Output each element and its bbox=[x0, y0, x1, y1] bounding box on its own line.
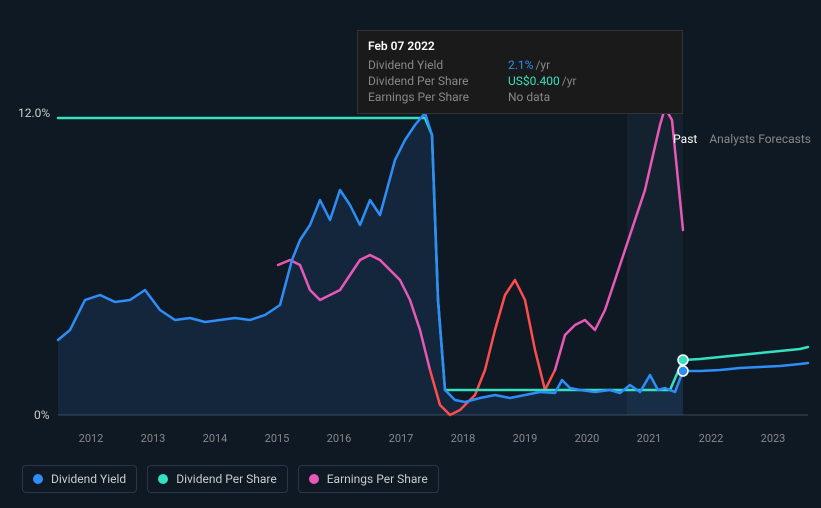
x-axis-tick: 2023 bbox=[761, 432, 786, 445]
legend-label: Earnings Per Share bbox=[327, 472, 428, 486]
legend-item[interactable]: Earnings Per Share bbox=[298, 465, 439, 493]
tooltip-date: Feb 07 2022 bbox=[368, 39, 672, 53]
x-axis-tick: 2020 bbox=[575, 432, 600, 445]
x-axis-tick: 2019 bbox=[513, 432, 538, 445]
legend-label: Dividend Per Share bbox=[176, 472, 277, 486]
y-axis-min-label: 0% bbox=[34, 408, 50, 422]
tooltip-metric-label: Earnings Per Share bbox=[368, 90, 508, 104]
x-axis-tick: 2012 bbox=[79, 432, 104, 445]
legend-dot-icon bbox=[309, 474, 319, 484]
tooltip-row: Dividend Yield2.1% /yr bbox=[368, 57, 672, 73]
x-axis-tick: 2017 bbox=[389, 432, 414, 445]
legend-label: Dividend Yield bbox=[51, 472, 126, 486]
x-axis-tick: 2014 bbox=[203, 432, 228, 445]
hover-tooltip: Feb 07 2022 Dividend Yield2.1% /yrDivide… bbox=[357, 30, 683, 114]
tooltip-row: Earnings Per ShareNo data bbox=[368, 89, 672, 105]
toggle-past[interactable]: Past bbox=[673, 132, 697, 146]
legend-item[interactable]: Dividend Per Share bbox=[147, 465, 288, 493]
x-axis-tick: 2013 bbox=[141, 432, 166, 445]
tooltip-metric-value: US$0.400 bbox=[508, 74, 560, 88]
x-axis-tick: 2022 bbox=[699, 432, 724, 445]
legend-item[interactable]: Dividend Yield bbox=[22, 465, 137, 493]
x-axis-tick: 2015 bbox=[265, 432, 290, 445]
x-axis-tick: 2016 bbox=[327, 432, 352, 445]
x-axis-tick: 2018 bbox=[451, 432, 476, 445]
view-toggle-group: Past Analysts Forecasts bbox=[661, 132, 811, 146]
tooltip-metric-unit: /yr bbox=[562, 74, 577, 88]
tooltip-metric-unit: /yr bbox=[535, 58, 550, 72]
legend-dot-icon bbox=[158, 474, 168, 484]
chart-legend: Dividend Yield Dividend Per Share Earnings… bbox=[22, 465, 439, 493]
legend-dot-icon bbox=[33, 474, 43, 484]
tooltip-metric-label: Dividend Per Share bbox=[368, 74, 508, 88]
tooltip-row: Dividend Per ShareUS$0.400 /yr bbox=[368, 73, 672, 89]
y-axis-max-label: 12.0% bbox=[18, 106, 50, 120]
tooltip-metric-value: 2.1% bbox=[508, 58, 533, 72]
tooltip-metric-value: No data bbox=[508, 90, 550, 104]
tooltip-metric-label: Dividend Yield bbox=[368, 58, 508, 72]
toggle-forecasts[interactable]: Analysts Forecasts bbox=[709, 132, 811, 146]
x-axis-tick: 2021 bbox=[637, 432, 662, 445]
